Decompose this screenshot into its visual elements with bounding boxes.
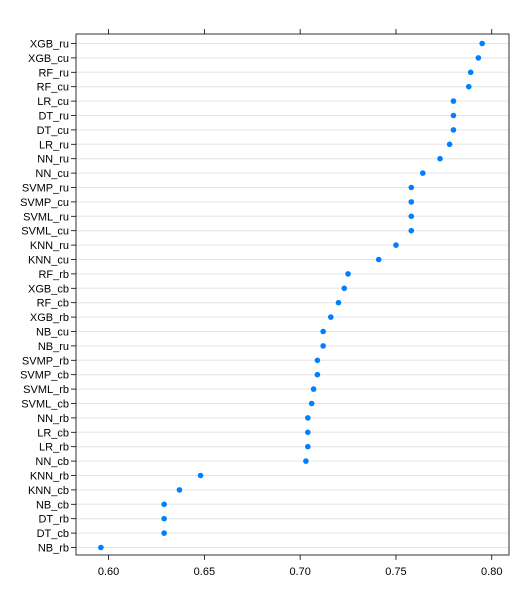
data-point [450,112,457,119]
category-label: NN_rb [37,413,69,425]
data-point [408,213,415,220]
data-point [475,55,482,61]
data-point [393,242,399,248]
data-point [176,487,183,493]
category-label: NN_cu [35,168,69,180]
data-point [314,371,321,378]
data-point [161,530,167,536]
category-label: DT_ru [38,111,69,123]
category-label: DT_cu [37,125,69,137]
category-label: RF_cu [37,82,69,94]
category-label: LR_ru [39,139,69,151]
data-point [345,271,351,277]
data-point [479,40,485,47]
category-label: NN_cb [35,456,69,468]
category-label: XGB_cb [28,283,69,295]
x-tick-label: 0.75 [385,566,406,578]
data-point [314,357,321,364]
data-point [335,299,342,306]
category-label: RF_cb [37,298,69,310]
category-label: SVML_cu [21,226,69,238]
data-point [446,141,453,148]
x-tick-label: 0.80 [481,566,502,578]
x-tick-label: 0.70 [289,566,310,578]
data-point [408,199,415,205]
category-label: KNN_rb [30,471,69,483]
data-point [320,343,326,349]
category-label: XGB_ru [30,39,69,51]
data-points [98,40,485,551]
category-label: SVMP_ru [22,183,69,195]
category-label: NB_cu [36,327,69,339]
category-label: SVMP_rb [22,355,69,367]
x-tick-label: 0.60 [98,566,119,578]
category-label: RF_rb [38,269,69,281]
data-point [408,184,415,191]
data-point [161,501,167,508]
category-label: KNN_cb [28,485,69,497]
data-point [305,415,311,421]
category-label: LR_cb [37,427,69,439]
data-point [197,472,204,479]
category-label: KNN_ru [30,240,69,252]
category-label: XGB_rb [30,312,69,324]
data-point [308,400,315,407]
data-point [450,98,457,104]
data-point [328,314,334,320]
category-label: RF_ru [38,67,69,79]
category-label: DT_cb [37,528,69,540]
category-label: SVML_rb [23,384,69,396]
data-point [320,328,326,335]
data-point [408,227,415,234]
category-label: LR_rb [39,442,69,454]
data-point [437,155,443,162]
category-label: NB_ru [38,341,69,353]
category-label: NB_rb [38,543,69,555]
data-point [305,429,311,436]
data-point [98,544,104,551]
data-point [419,170,426,176]
data-point [305,443,311,450]
data-point [375,256,382,263]
x-tick-label: 0.65 [194,566,215,578]
plot-frame [75,33,510,556]
category-label: NN_ru [37,154,69,166]
data-point [465,83,472,90]
category-labels: XGB_ru XGB_cu RF_ru RF_cu LR_cu DT_ru DT_cu LR_… [20,39,69,555]
category-label: SVMP_cb [20,370,69,382]
category-label: KNN_cu [28,255,69,267]
category-label: SVMP_cu [20,197,69,209]
category-label: LR_cu [37,96,69,108]
data-point [161,515,167,522]
x-axis: 0.60 0.65 0.70 0.75 0.80 [71,29,502,578]
data-point [303,458,309,464]
data-point [450,127,457,133]
category-label: SVML_cb [21,399,69,411]
category-label: XGB_cu [28,53,69,65]
category-label: NB_cb [36,499,69,511]
category-label: DT_rb [38,514,69,526]
gridlines [76,43,509,548]
data-point [341,285,348,292]
data-point [310,386,317,392]
category-label: SVML_ru [23,211,69,223]
data-point [467,69,474,76]
